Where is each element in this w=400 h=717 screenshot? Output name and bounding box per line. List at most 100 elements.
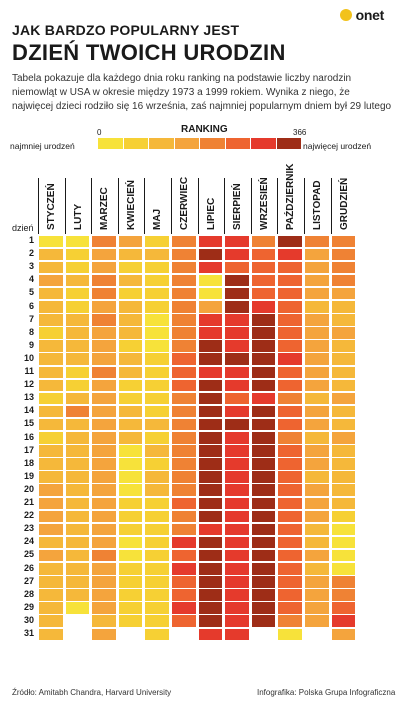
month-label: GRUDZIEŃ bbox=[338, 177, 350, 230]
heatmap-cell bbox=[145, 523, 169, 536]
legend-swatch bbox=[149, 138, 174, 149]
heatmap-cell bbox=[92, 314, 116, 326]
heatmap-cell bbox=[198, 432, 223, 444]
heatmap-cell bbox=[92, 274, 116, 287]
heatmap-cell bbox=[145, 458, 169, 470]
heatmap-cell bbox=[92, 615, 116, 627]
heatmap-cell bbox=[92, 432, 116, 444]
heatmap-cell bbox=[118, 484, 143, 496]
heatmap-cell bbox=[225, 484, 249, 496]
heatmap-cell bbox=[118, 418, 143, 431]
heatmap-cell bbox=[305, 523, 329, 536]
heatmap-cell bbox=[92, 563, 116, 575]
month-header: WRZESIEŃ bbox=[252, 177, 278, 230]
month-separator bbox=[144, 178, 146, 234]
heatmap-cell bbox=[92, 327, 116, 339]
heatmap-cell bbox=[65, 458, 90, 470]
month-header: MAJ bbox=[145, 178, 171, 230]
day-label: 9 bbox=[28, 339, 34, 350]
heatmap-cell bbox=[92, 628, 116, 640]
heatmap-cell bbox=[39, 432, 63, 444]
heatmap-cell bbox=[65, 379, 90, 392]
heatmap-cell bbox=[305, 340, 329, 352]
heatmap-cell bbox=[118, 510, 143, 523]
month-header: LIPIEC bbox=[199, 178, 225, 230]
heatmap-cell bbox=[225, 261, 249, 274]
heatmap-cell bbox=[39, 576, 63, 588]
day-label: 1 bbox=[28, 235, 34, 245]
heatmap-cell bbox=[39, 471, 63, 483]
heatmap-cell bbox=[39, 392, 63, 405]
month-label: LUTY bbox=[72, 203, 84, 230]
heatmap-cell bbox=[198, 471, 223, 483]
heatmap-cell bbox=[225, 602, 249, 614]
heatmap-cell bbox=[278, 628, 302, 640]
heatmap-cell bbox=[225, 235, 249, 247]
heatmap-cell bbox=[145, 379, 169, 392]
heatmap-cell bbox=[305, 445, 329, 457]
heatmap-cell bbox=[145, 340, 169, 352]
heatmap-cell bbox=[92, 392, 116, 405]
heatmap-cell bbox=[278, 405, 302, 418]
heatmap-cell bbox=[278, 287, 302, 300]
day-label: 3 bbox=[28, 261, 34, 272]
month-label: MARZEC bbox=[99, 187, 111, 230]
heatmap-cell bbox=[172, 445, 196, 457]
heatmap-cell bbox=[225, 287, 249, 300]
heatmap-cell bbox=[92, 301, 116, 313]
heatmap-cell bbox=[118, 497, 143, 509]
heatmap-cell bbox=[225, 497, 249, 509]
heatmap-cell bbox=[305, 589, 329, 601]
heatmap-cell bbox=[198, 418, 223, 431]
month-separator bbox=[197, 178, 199, 234]
heatmap-cell bbox=[172, 536, 196, 549]
heatmap-cell bbox=[145, 432, 169, 444]
heatmap-cell bbox=[251, 301, 276, 313]
heatmap-cell bbox=[172, 497, 196, 509]
month-separator bbox=[171, 178, 172, 234]
heatmap-cell bbox=[251, 563, 276, 575]
heatmap-cell bbox=[251, 602, 276, 614]
heatmap-cell bbox=[118, 301, 143, 313]
heatmap-cell bbox=[331, 418, 356, 431]
heatmap-cell bbox=[65, 327, 90, 339]
heatmap-cell bbox=[118, 549, 143, 562]
heatmap-cell bbox=[251, 392, 276, 405]
heatmap-cell bbox=[65, 536, 90, 549]
heatmap-cell bbox=[145, 589, 169, 601]
heatmap-cell bbox=[92, 340, 116, 352]
heatmap-cell bbox=[118, 379, 143, 392]
legend-swatch bbox=[200, 138, 225, 149]
month-header: LUTY bbox=[66, 178, 92, 230]
day-label: 2 bbox=[28, 248, 34, 259]
heatmap-cell bbox=[65, 261, 90, 274]
heatmap-cell bbox=[39, 340, 63, 352]
month-separator bbox=[64, 178, 66, 234]
heatmap-cell bbox=[331, 549, 356, 562]
month-header: MARZEC bbox=[92, 178, 118, 230]
heatmap-cell bbox=[172, 261, 196, 274]
heatmap-cell bbox=[145, 287, 169, 300]
heatmap-cell bbox=[305, 235, 329, 247]
heatmap-cell bbox=[225, 628, 249, 640]
heatmap-cell bbox=[225, 432, 249, 444]
heatmap-cell bbox=[39, 287, 63, 300]
day-label: 16 bbox=[23, 431, 34, 442]
heatmap-cell bbox=[278, 471, 302, 483]
heatmap-cell bbox=[92, 261, 116, 274]
day-label: 28 bbox=[23, 588, 34, 599]
heatmap-cell bbox=[39, 615, 63, 627]
day-label: 26 bbox=[23, 562, 34, 573]
heatmap-cell bbox=[331, 366, 356, 378]
heatmap-cell bbox=[65, 287, 90, 300]
heatmap-cell bbox=[198, 327, 223, 339]
heatmap-cell bbox=[172, 353, 196, 365]
heatmap-cell bbox=[251, 589, 276, 601]
heatmap-cell bbox=[251, 615, 276, 627]
month-header: PAŹDZIERNIK bbox=[278, 164, 304, 230]
month-header: KWIECIEŃ bbox=[119, 178, 145, 230]
day-label: 18 bbox=[23, 457, 34, 468]
heatmap-cell bbox=[65, 301, 90, 313]
heatmap-cell bbox=[305, 287, 329, 300]
heatmap-cell bbox=[251, 314, 276, 326]
